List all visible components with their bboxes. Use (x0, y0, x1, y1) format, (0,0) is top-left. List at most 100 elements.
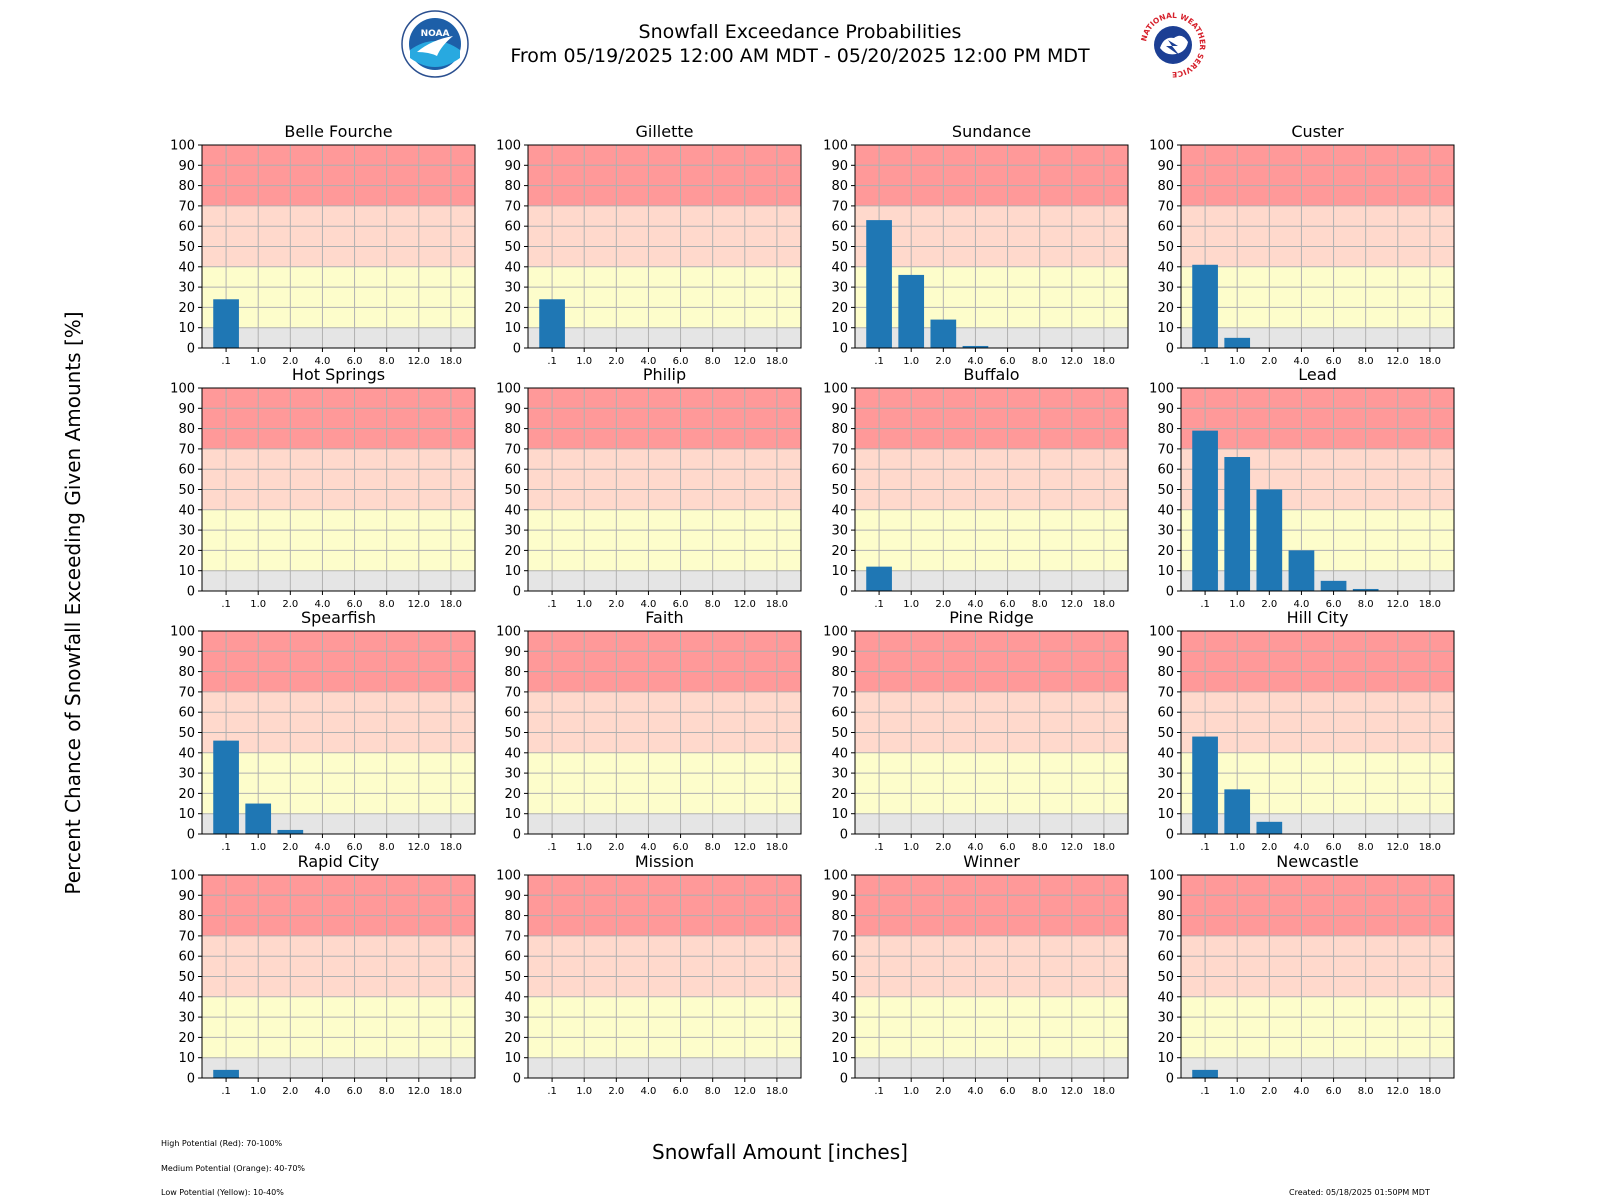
y-tick-label: 20 (1157, 1031, 1174, 1046)
y-tick-label: 10 (1157, 564, 1174, 579)
x-tick-label: 1.0 (903, 1086, 919, 1097)
x-tick-label: 12.0 (1387, 599, 1409, 610)
threshold-band (855, 388, 1128, 449)
plot-frame (527, 874, 802, 1079)
y-tick-label: 0 (513, 1072, 521, 1087)
threshold-band (855, 1057, 1128, 1078)
y-tick-label: 70 (1157, 929, 1174, 944)
chart-panel: 0 10 20 30 40 50 60 70 80 90 100 .1 1.0 2.0 4.0 6.0 8.0 1… (170, 608, 476, 853)
threshold-band (202, 752, 475, 814)
x-tick-label: 12.0 (734, 1086, 756, 1097)
y-tick-label: 30 (504, 1011, 521, 1026)
y-tick-label: 80 (1157, 179, 1174, 194)
x-axis-label: Snowfall Amount [inches] (652, 1140, 908, 1164)
chart-panel: 0 10 20 30 40 50 60 70 80 90 100 .1 1.0 2.0 4.0 6.0 8.0 1… (170, 122, 476, 367)
y-tick-label: 50 (1157, 726, 1174, 741)
panel-title: Buffalo (963, 365, 1019, 384)
threshold-band (855, 509, 1128, 571)
y-tick-label: 10 (178, 807, 195, 822)
bar (962, 345, 989, 348)
y-tick-label: 100 (496, 382, 521, 397)
x-tick-label: 8.0 (705, 599, 721, 610)
y-tick-label: 80 (831, 422, 848, 437)
x-tick-label: 2.0 (1261, 599, 1277, 610)
y-tick-label: 100 (823, 139, 848, 154)
chart-panel: 0 10 20 30 40 50 60 70 80 90 100 .1 1.0 2.0 4.0 6.0 8.0 1… (1149, 365, 1455, 610)
y-tick-label: 30 (1157, 1011, 1174, 1026)
y-tick-label: 0 (187, 342, 195, 357)
y-tick-label: 30 (504, 524, 521, 539)
y-tick-label: 20 (178, 301, 195, 316)
x-tick-label: 18.0 (440, 842, 462, 853)
threshold-band (528, 813, 801, 834)
x-tick-label: 2.0 (1261, 1086, 1277, 1097)
x-tick-label: 18.0 (440, 599, 462, 610)
threshold-band (855, 266, 1128, 328)
threshold-band (1181, 205, 1454, 267)
threshold-band (1181, 813, 1454, 834)
y-tick-label: 100 (823, 625, 848, 640)
y-tick-label: 60 (504, 463, 521, 478)
y-tick-label: 90 (504, 159, 521, 174)
x-tick-label: 4.0 (1293, 1086, 1309, 1097)
x-tick-label: 8.0 (705, 842, 721, 853)
x-tick-label: 6.0 (347, 599, 363, 610)
x-tick-label: 1.0 (250, 842, 266, 853)
threshold-band (1181, 935, 1454, 997)
y-tick-label: 90 (831, 889, 848, 904)
x-tick-label: .1 (221, 356, 231, 367)
x-tick-label: 6.0 (1000, 842, 1016, 853)
y-tick-label: 80 (178, 665, 195, 680)
x-tick-label: .1 (874, 1086, 884, 1097)
x-tick-label: 2.0 (1261, 842, 1277, 853)
threshold-band (202, 1057, 475, 1078)
x-tick-label: 2.0 (608, 356, 624, 367)
bar (1224, 457, 1251, 591)
y-tick-label: 40 (1157, 990, 1174, 1005)
x-tick-label: 18.0 (1419, 1086, 1441, 1097)
y-tick-label: 10 (831, 807, 848, 822)
threshold-band (202, 509, 475, 571)
x-tick-label: 2.0 (935, 356, 951, 367)
y-tick-label: 10 (504, 807, 521, 822)
panel-title: Pine Ridge (949, 608, 1034, 627)
y-tick-label: 40 (178, 503, 195, 518)
panel-title: Spearfish (301, 608, 376, 627)
y-tick-label: 40 (831, 990, 848, 1005)
panel-title: Rapid City (298, 852, 380, 871)
y-tick-label: 40 (1157, 260, 1174, 275)
y-tick-label: 40 (831, 503, 848, 518)
threshold-band (855, 448, 1128, 510)
y-tick-label: 10 (178, 564, 195, 579)
y-tick-label: 40 (504, 990, 521, 1005)
y-tick-label: 10 (504, 564, 521, 579)
y-tick-label: 0 (840, 1072, 848, 1087)
x-tick-label: 2.0 (935, 842, 951, 853)
y-tick-label: 10 (831, 321, 848, 336)
x-tick-label: 18.0 (766, 599, 788, 610)
plot-frame (854, 874, 1129, 1079)
bar (866, 566, 892, 591)
y-tick-label: 20 (831, 787, 848, 802)
y-tick-label: 50 (178, 726, 195, 741)
created-timestamp: Created: 05/18/2025 01:50PM MDT (1289, 1188, 1430, 1197)
y-tick-label: 40 (178, 746, 195, 761)
x-tick-label: 1.0 (576, 356, 592, 367)
y-tick-label: 100 (823, 382, 848, 397)
y-tick-label: 70 (831, 685, 848, 700)
x-tick-label: .1 (874, 599, 884, 610)
y-tick-label: 80 (504, 665, 521, 680)
chart-panel: 0 10 20 30 40 50 60 70 80 90 100 .1 1.0 2.0 4.0 6.0 8.0 1… (170, 852, 476, 1097)
x-tick-label: 12.0 (408, 842, 430, 853)
noaa-logo: NOAA (401, 10, 469, 78)
panel-title: Winner (963, 852, 1020, 871)
y-tick-label: 90 (178, 889, 195, 904)
y-tick-label: 90 (1157, 889, 1174, 904)
threshold-band (528, 1057, 801, 1078)
y-tick-label: 10 (1157, 321, 1174, 336)
threshold-band (1181, 448, 1454, 510)
y-tick-label: 40 (178, 260, 195, 275)
threshold-band (528, 266, 801, 328)
x-tick-label: 8.0 (379, 599, 395, 610)
x-tick-label: 8.0 (379, 842, 395, 853)
